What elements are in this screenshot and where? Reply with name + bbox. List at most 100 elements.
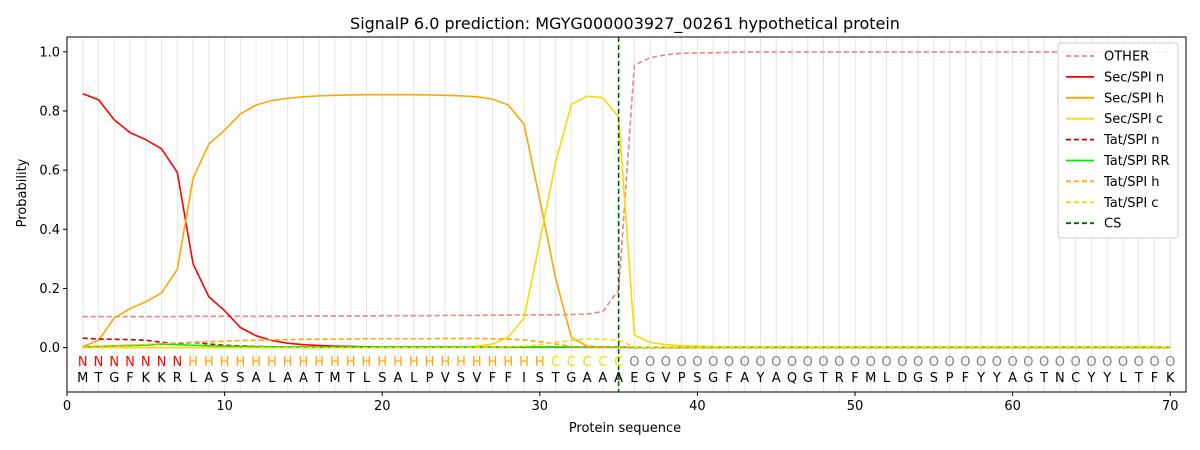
residue-label: A <box>299 371 308 386</box>
x-tick-label: 20 <box>374 399 391 414</box>
residue-label: Y <box>755 371 764 386</box>
region-label: O <box>1055 355 1065 370</box>
residue-label: M <box>865 371 876 386</box>
region-label: N <box>109 355 119 370</box>
region-label: O <box>724 355 734 370</box>
region-label: O <box>897 355 907 370</box>
residue-label: A <box>204 371 213 386</box>
region-label: H <box>393 355 403 370</box>
residue-label: T <box>551 371 560 386</box>
residue-label: M <box>77 371 88 386</box>
residue-label: A <box>394 371 403 386</box>
region-label: H <box>314 355 324 370</box>
residue-label: A <box>583 371 592 386</box>
residue-label: L <box>410 371 418 386</box>
region-label: O <box>1118 355 1128 370</box>
residue-label: D <box>897 371 907 386</box>
y-tick-label: 1.0 <box>39 45 60 60</box>
region-label: H <box>330 355 340 370</box>
residue-label: L <box>268 371 276 386</box>
x-tick-label: 50 <box>847 399 864 414</box>
y-tick-label: 0.0 <box>39 341 60 356</box>
residue-label: K <box>142 371 151 386</box>
y-axis-label: Probability <box>15 158 30 227</box>
region-label: H <box>220 355 230 370</box>
region-label: O <box>803 355 813 370</box>
region-label: O <box>645 355 655 370</box>
residue-label: F <box>851 371 858 386</box>
region-label: H <box>377 355 387 370</box>
residue-label: S <box>378 371 386 386</box>
region-label: C <box>598 355 607 370</box>
axes: 0 10 20 30 40 50 60 70 0.0 0.2 0.4 0.6 0.8 1.0 <box>39 36 1187 414</box>
residue-label: S <box>930 371 938 386</box>
residue-label: G <box>913 371 923 386</box>
residue-label: F <box>1151 371 1158 386</box>
x-tick-label: 0 <box>63 399 71 414</box>
region-label: C <box>551 355 560 370</box>
residue-label: V <box>441 371 450 386</box>
x-tick-label: 40 <box>689 399 706 414</box>
legend-label: Sec/SPI h <box>1104 91 1164 106</box>
residue-label: Y <box>992 371 1001 386</box>
series-line-sec-spi-c <box>82 95 1171 349</box>
region-label: H <box>204 355 214 370</box>
residue-label: C <box>1071 371 1080 386</box>
y-tick-label: 0.6 <box>39 164 60 179</box>
residue-label: S <box>220 371 228 386</box>
residue-label: I <box>522 371 526 386</box>
region-label: C <box>614 355 623 370</box>
legend-label: Sec/SPI n <box>1104 70 1164 85</box>
region-label: H <box>251 355 261 370</box>
residue-label: A <box>614 371 623 386</box>
residue-label: G <box>109 371 119 386</box>
region-label: O <box>1086 355 1096 370</box>
region-label: O <box>976 355 986 370</box>
residue-label: S <box>693 371 701 386</box>
residue-label: L <box>883 371 891 386</box>
residue-label: P <box>678 371 686 386</box>
region-label: O <box>1165 355 1175 370</box>
legend-label: Tat/SPI c <box>1103 196 1158 211</box>
residue-label: F <box>725 371 732 386</box>
region-label: H <box>503 355 513 370</box>
residue-label: L <box>1119 371 1127 386</box>
residue-label: K <box>157 371 166 386</box>
y-tick-label: 0.2 <box>39 282 60 297</box>
residue-label: A <box>740 371 749 386</box>
residue-label: E <box>630 371 638 386</box>
region-label: H <box>456 355 466 370</box>
residue-label: K <box>1166 371 1175 386</box>
region-label: O <box>834 355 844 370</box>
region-label: O <box>1102 355 1112 370</box>
region-label: C <box>583 355 592 370</box>
residue-label: F <box>489 371 496 386</box>
region-label: H <box>472 355 482 370</box>
region-label: H <box>235 355 245 370</box>
residue-label: V <box>472 371 481 386</box>
residue-label: S <box>236 371 244 386</box>
residue-label: Y <box>976 371 985 386</box>
chart-title: SignalP 6.0 prediction: MGYG000003927_00… <box>350 14 900 34</box>
legend-label: Tat/SPI RR <box>1103 154 1169 169</box>
residue-label: F <box>505 371 512 386</box>
residue-label: R <box>173 371 182 386</box>
region-label: O <box>708 355 718 370</box>
residue-label: T <box>1134 371 1143 386</box>
vertical-grid <box>82 37 1171 392</box>
series-line-other <box>82 51 1171 318</box>
region-label: C <box>567 355 576 370</box>
residue-label: A <box>598 371 607 386</box>
residue-label: Q <box>787 371 797 386</box>
region-label: H <box>267 355 277 370</box>
residue-label: P <box>946 371 954 386</box>
region-label: O <box>881 355 891 370</box>
region-label: H <box>535 355 545 370</box>
residue-label: Y <box>1102 371 1111 386</box>
region-label: H <box>488 355 498 370</box>
residue-label: A <box>252 371 261 386</box>
legend: OTHER Sec/SPI n Sec/SPI h Sec/SPI c Tat/SPI … <box>1057 42 1179 239</box>
region-label: O <box>960 355 970 370</box>
region-label: O <box>692 355 702 370</box>
